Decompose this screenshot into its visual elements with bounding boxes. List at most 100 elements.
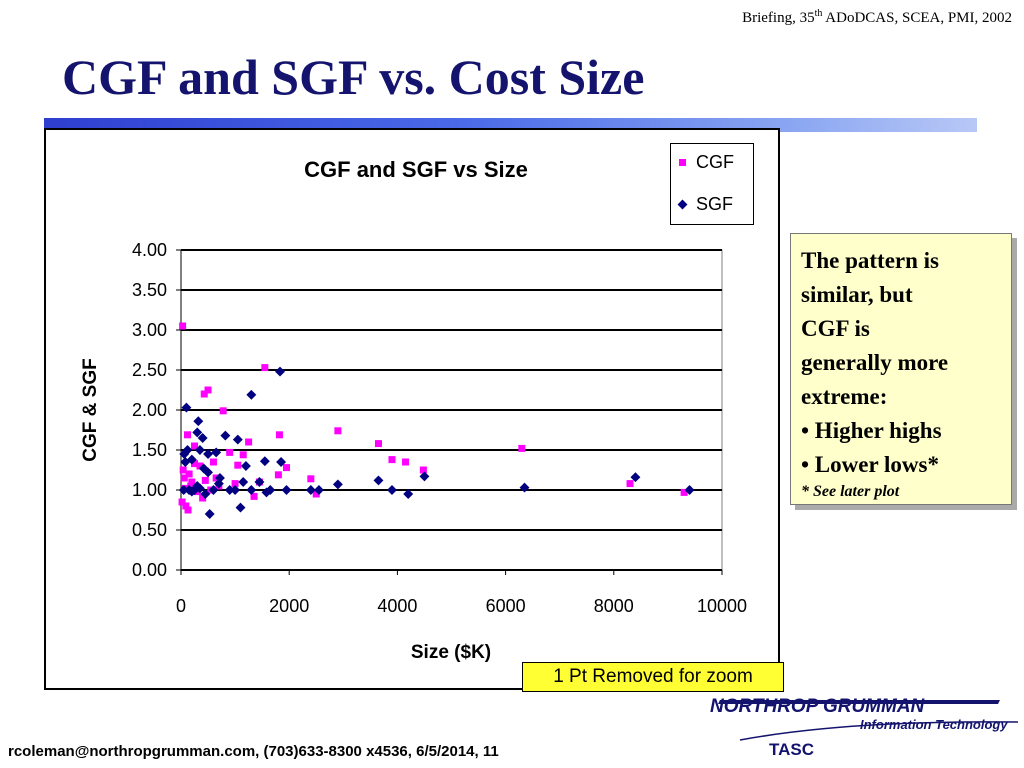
cgf-point — [188, 478, 196, 486]
sgf-point — [179, 449, 190, 459]
sgf-point — [197, 433, 208, 443]
briefing-suffix: ADoDCAS, SCEA, PMI, 2002 — [822, 10, 1012, 26]
sgf-point — [275, 366, 285, 377]
note-line: • Higher highs — [801, 418, 942, 443]
cgf-point — [419, 466, 427, 474]
sgf-point — [235, 502, 246, 513]
legend-item-cgf: CGF — [679, 152, 734, 173]
cgf-point — [184, 506, 192, 514]
zoom-note: 1 Pt Removed for zoom — [522, 662, 784, 692]
sgf-point — [240, 461, 251, 471]
y-tick-label: 2.50 — [132, 360, 167, 380]
northrop-grumman-logo: NORTHROP GRUMMAN Information Technology — [710, 696, 1019, 741]
x-axis-label: Size ($K) — [411, 642, 491, 663]
y-tick-label: 4.00 — [132, 240, 167, 260]
cgf-point — [204, 386, 212, 394]
sgf-point — [213, 478, 224, 489]
x-tick-label: 2000 — [269, 596, 309, 616]
note-line: similar, but — [801, 282, 913, 307]
sgf-point — [203, 467, 213, 478]
sgf-point — [200, 489, 211, 499]
diamond-marker-icon — [677, 199, 688, 210]
sgf-point — [204, 509, 215, 519]
logo-swoosh — [739, 721, 1019, 741]
briefing-header: Briefing, 35th ADoDCAS, SCEA, PMI, 2002 — [742, 8, 1012, 27]
cgf-point — [312, 490, 320, 498]
x-tick-label: 4000 — [377, 596, 417, 616]
cgf-point — [200, 390, 208, 398]
cgf-point — [518, 444, 526, 452]
y-axis-label: CGF & SGF — [80, 358, 101, 461]
x-tick-label: 10000 — [697, 596, 747, 616]
chart-frame: 0.00 0.50 1.00 1.50 2.00 2.50 3.00 3.50 4.00 0 200… — [44, 128, 780, 690]
sgf-point — [246, 485, 257, 495]
sgf-point — [208, 485, 219, 495]
x-tick-label: 6000 — [486, 596, 526, 616]
cgf-point — [199, 494, 207, 502]
cgf-point — [179, 322, 187, 330]
sgf-point — [224, 485, 235, 495]
sgf-point — [238, 477, 249, 487]
sgf-point — [180, 457, 191, 467]
cgf-point — [226, 448, 234, 456]
cgf-point — [402, 458, 410, 466]
sgf-point — [194, 445, 205, 455]
note-line: generally more — [801, 350, 949, 375]
cgf-point — [626, 480, 634, 488]
cgf-point — [201, 476, 209, 484]
cgf-point — [388, 456, 396, 464]
tasc-label: TASC — [769, 740, 815, 759]
y-tick-label: 3.00 — [132, 320, 167, 340]
note-box: The pattern is similar, but CGF is gener… — [790, 233, 1012, 505]
sgf-point — [684, 485, 695, 495]
cgf-point — [178, 498, 186, 506]
cgf-point — [334, 427, 342, 435]
y-tick-label: 3.50 — [132, 280, 167, 300]
sgf-point — [305, 485, 316, 495]
sgf-point — [419, 471, 430, 482]
sgf-point — [332, 479, 343, 490]
cgf-point — [245, 438, 253, 446]
sgf-point — [230, 485, 241, 495]
cgf-point — [185, 470, 193, 478]
cgf-point — [282, 464, 290, 472]
logo-company-text: NORTHROP GRUMMAN — [710, 696, 926, 717]
note-line: CGF is — [801, 316, 870, 341]
cgf-point — [250, 492, 258, 500]
sgf-point — [178, 485, 189, 495]
cgf-point — [179, 466, 187, 474]
logo-stripe — [718, 700, 1000, 704]
legend-label-sgf: SGF — [696, 194, 734, 214]
sgf-point — [314, 485, 324, 495]
slide-title: CGF and SGF vs. Cost Size — [62, 49, 645, 105]
cgf-point — [196, 462, 204, 470]
cgf-point — [680, 488, 688, 496]
sgf-point — [203, 449, 213, 459]
x-tick-label: 0 — [176, 596, 186, 616]
y-tick-label: 0.00 — [132, 560, 167, 580]
legend-label-cgf: CGF — [696, 152, 734, 172]
cgf-point — [374, 440, 382, 448]
legend-item-sgf: SGF — [677, 194, 734, 215]
sgf-point — [387, 485, 397, 495]
y-tick-label: 1.50 — [132, 440, 167, 460]
footer-contact: rcoleman@northropgrumman.com, (703)633-8… — [8, 743, 499, 760]
sgf-point — [519, 482, 530, 493]
square-marker-icon — [679, 159, 686, 166]
sgf-point — [181, 402, 192, 413]
cgf-point — [219, 407, 227, 415]
cgf-point — [191, 442, 199, 450]
y-tick-label: 1.00 — [132, 480, 167, 500]
cgf-point — [187, 482, 195, 490]
sgf-point — [373, 475, 384, 486]
cgf-point — [209, 458, 217, 466]
cgf-point — [191, 460, 199, 468]
y-tick-label: 2.00 — [132, 400, 167, 420]
cgf-point — [261, 364, 269, 372]
cgf-point — [183, 431, 191, 439]
note-line: extreme: — [801, 384, 888, 409]
x-tick-label: 8000 — [594, 596, 634, 616]
cgf-point — [275, 431, 283, 439]
chart-title: CGF and SGF vs Size — [304, 157, 528, 182]
cgf-point — [182, 502, 190, 510]
